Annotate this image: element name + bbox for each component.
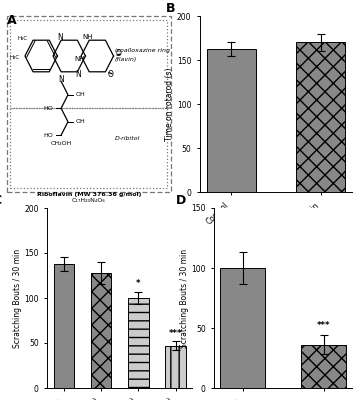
Text: D-ribitol: D-ribitol: [115, 136, 140, 141]
Text: OH: OH: [76, 119, 85, 124]
Text: (flavin): (flavin): [115, 57, 137, 62]
Text: O: O: [116, 49, 122, 58]
Text: *: *: [136, 279, 140, 288]
Text: N: N: [58, 75, 64, 84]
Bar: [91, 273, 111, 388]
Text: NH: NH: [82, 34, 93, 40]
Y-axis label: Scratching Bouts / 30 min: Scratching Bouts / 30 min: [180, 248, 188, 348]
Bar: [301, 345, 346, 388]
Text: HO: HO: [44, 106, 53, 111]
Text: NH: NH: [74, 56, 85, 62]
Text: CH₂OH: CH₂OH: [50, 141, 72, 146]
Bar: [207, 50, 256, 192]
Bar: [296, 42, 345, 192]
Text: ***: ***: [317, 322, 330, 330]
Text: isoalloxazine ring: isoalloxazine ring: [115, 48, 170, 53]
Text: D: D: [176, 194, 186, 206]
Text: B: B: [166, 2, 176, 15]
Text: C₁₇H₂₀N₄O₆: C₁₇H₂₀N₄O₆: [72, 198, 106, 204]
Text: OH: OH: [76, 92, 85, 97]
Y-axis label: Time on rotarod (s): Time on rotarod (s): [165, 67, 174, 141]
Y-axis label: Scratching Bouts / 30 min: Scratching Bouts / 30 min: [13, 248, 21, 348]
Text: Riboflavin (MW 376.36 g/mol): Riboflavin (MW 376.36 g/mol): [37, 192, 141, 197]
Bar: [165, 346, 186, 388]
Text: ***: ***: [169, 329, 182, 338]
Text: H₃C: H₃C: [10, 56, 20, 60]
Text: C: C: [0, 194, 1, 206]
Text: A: A: [7, 14, 17, 27]
Text: O: O: [107, 70, 114, 79]
Text: HO: HO: [44, 133, 53, 138]
Bar: [54, 264, 74, 388]
Bar: [128, 298, 148, 388]
Bar: [220, 268, 265, 388]
Text: H₃C: H₃C: [18, 36, 28, 41]
Text: N: N: [75, 70, 81, 79]
Text: N: N: [57, 33, 63, 42]
